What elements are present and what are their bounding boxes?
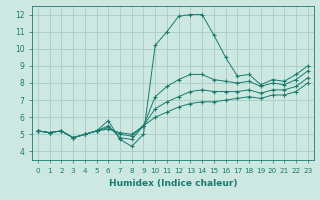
X-axis label: Humidex (Indice chaleur): Humidex (Indice chaleur) <box>108 179 237 188</box>
